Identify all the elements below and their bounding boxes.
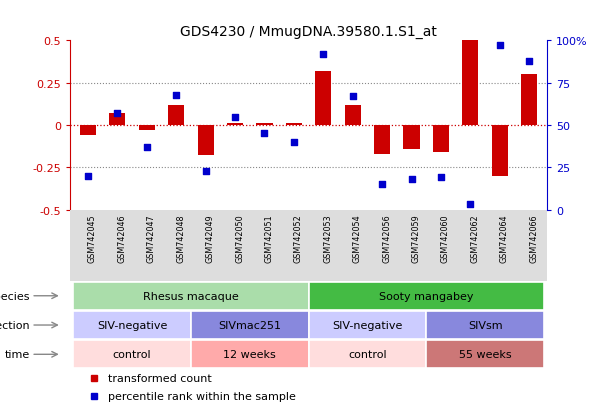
Bar xyxy=(403,126,420,149)
Text: time: time xyxy=(4,349,30,359)
Text: control: control xyxy=(113,349,152,359)
Bar xyxy=(139,126,155,131)
Point xyxy=(524,58,534,65)
Point xyxy=(436,175,446,181)
Bar xyxy=(257,124,273,126)
Bar xyxy=(345,105,360,126)
Point xyxy=(230,114,240,121)
Text: GSM742052: GSM742052 xyxy=(294,214,303,262)
Text: GSM742062: GSM742062 xyxy=(470,214,480,262)
Bar xyxy=(309,282,544,310)
Text: GSM742049: GSM742049 xyxy=(205,214,214,262)
Bar xyxy=(109,114,125,126)
Text: GSM742066: GSM742066 xyxy=(529,214,538,262)
Bar xyxy=(309,340,426,368)
Bar xyxy=(73,340,191,368)
Text: Sooty mangabey: Sooty mangabey xyxy=(379,291,474,301)
Text: transformed count: transformed count xyxy=(108,373,212,383)
Bar xyxy=(191,311,309,339)
Text: 12 weeks: 12 weeks xyxy=(224,349,276,359)
Bar xyxy=(227,124,243,126)
Text: GSM742047: GSM742047 xyxy=(147,214,156,262)
Bar xyxy=(426,340,544,368)
Bar xyxy=(492,126,508,176)
Text: percentile rank within the sample: percentile rank within the sample xyxy=(108,391,296,401)
Bar xyxy=(80,126,96,136)
Bar xyxy=(374,126,390,154)
Point xyxy=(466,202,475,208)
Text: GSM742060: GSM742060 xyxy=(441,214,450,262)
Point xyxy=(495,43,505,50)
Point xyxy=(200,168,210,175)
Bar xyxy=(191,340,309,368)
Text: SIVsm: SIVsm xyxy=(468,320,502,330)
Text: SIVmac251: SIVmac251 xyxy=(218,320,281,330)
Text: control: control xyxy=(348,349,387,359)
Text: GSM742050: GSM742050 xyxy=(235,214,244,262)
Text: Rhesus macaque: Rhesus macaque xyxy=(143,291,239,301)
Point xyxy=(112,111,122,117)
Text: SIV-negative: SIV-negative xyxy=(97,320,167,330)
Bar xyxy=(197,126,214,156)
Text: species: species xyxy=(0,291,30,301)
Bar xyxy=(463,41,478,126)
Text: GSM742059: GSM742059 xyxy=(412,214,420,262)
Bar xyxy=(73,282,309,310)
Text: SIV-negative: SIV-negative xyxy=(332,320,403,330)
Point xyxy=(407,176,417,183)
Text: GSM742056: GSM742056 xyxy=(382,214,391,262)
Text: GSM742048: GSM742048 xyxy=(176,214,185,262)
Point xyxy=(171,92,181,99)
Title: GDS4230 / MmugDNA.39580.1.S1_at: GDS4230 / MmugDNA.39580.1.S1_at xyxy=(180,25,437,39)
Text: GSM742045: GSM742045 xyxy=(88,214,97,262)
Point xyxy=(348,94,357,100)
Bar xyxy=(73,311,191,339)
Point xyxy=(83,173,93,180)
Bar xyxy=(286,124,302,126)
Point xyxy=(260,131,269,138)
Point xyxy=(142,144,152,151)
Bar xyxy=(426,311,544,339)
Bar xyxy=(309,311,426,339)
Bar xyxy=(315,72,331,126)
Point xyxy=(318,52,328,58)
Text: GSM742046: GSM742046 xyxy=(117,214,126,262)
Text: 55 weeks: 55 weeks xyxy=(459,349,511,359)
Bar xyxy=(521,75,537,126)
Text: GSM742053: GSM742053 xyxy=(323,214,332,262)
Point xyxy=(377,181,387,188)
Text: infection: infection xyxy=(0,320,30,330)
Bar xyxy=(168,105,185,126)
Text: GSM742064: GSM742064 xyxy=(500,214,509,262)
Bar xyxy=(433,126,449,153)
Text: GSM742051: GSM742051 xyxy=(265,214,274,262)
Text: GSM742054: GSM742054 xyxy=(353,214,362,262)
Point xyxy=(289,139,299,146)
